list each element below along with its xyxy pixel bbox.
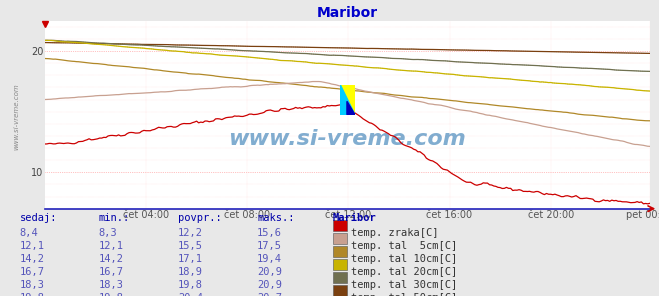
Text: 20,9: 20,9 [257,267,282,277]
FancyBboxPatch shape [333,285,347,296]
Text: 12,1: 12,1 [99,241,124,251]
Text: 18,3: 18,3 [99,280,124,289]
Text: temp. zraka[C]: temp. zraka[C] [351,228,439,238]
Text: 20,4: 20,4 [178,292,203,296]
FancyBboxPatch shape [333,259,347,270]
Text: temp. tal 50cm[C]: temp. tal 50cm[C] [351,292,457,296]
Text: 14,2: 14,2 [20,254,45,264]
Text: povpr.:: povpr.: [178,213,221,223]
Text: temp. tal 10cm[C]: temp. tal 10cm[C] [351,254,457,264]
Text: 8,4: 8,4 [20,228,38,238]
Polygon shape [341,85,355,115]
FancyBboxPatch shape [333,233,347,244]
FancyBboxPatch shape [333,272,347,283]
Text: temp. tal 30cm[C]: temp. tal 30cm[C] [351,280,457,289]
Text: 12,2: 12,2 [178,228,203,238]
Text: temp. tal  5cm[C]: temp. tal 5cm[C] [351,241,457,251]
Text: maks.:: maks.: [257,213,295,223]
Text: www.si-vreme.com: www.si-vreme.com [229,129,466,149]
Polygon shape [347,101,355,115]
Text: 17,5: 17,5 [257,241,282,251]
Text: 17,1: 17,1 [178,254,203,264]
Text: 12,1: 12,1 [20,241,45,251]
Text: min.:: min.: [99,213,130,223]
Text: 15,6: 15,6 [257,228,282,238]
Text: 18,9: 18,9 [178,267,203,277]
Text: 8,3: 8,3 [99,228,117,238]
FancyBboxPatch shape [333,220,347,231]
Text: temp. tal 20cm[C]: temp. tal 20cm[C] [351,267,457,277]
Text: 15,5: 15,5 [178,241,203,251]
Polygon shape [341,85,355,115]
Text: 16,7: 16,7 [99,267,124,277]
Text: 19,8: 19,8 [178,280,203,289]
Text: 14,2: 14,2 [99,254,124,264]
Text: 19,8: 19,8 [20,292,45,296]
Text: 19,8: 19,8 [99,292,124,296]
Text: 16,7: 16,7 [20,267,45,277]
Text: Maribor: Maribor [333,213,376,223]
Text: 20,9: 20,9 [257,280,282,289]
Text: 18,3: 18,3 [20,280,45,289]
Title: Maribor: Maribor [317,6,378,20]
FancyBboxPatch shape [333,246,347,257]
Text: 19,4: 19,4 [257,254,282,264]
Text: sedaj:: sedaj: [20,213,57,223]
Text: www.si-vreme.com: www.si-vreme.com [13,83,20,150]
Text: 20,7: 20,7 [257,292,282,296]
